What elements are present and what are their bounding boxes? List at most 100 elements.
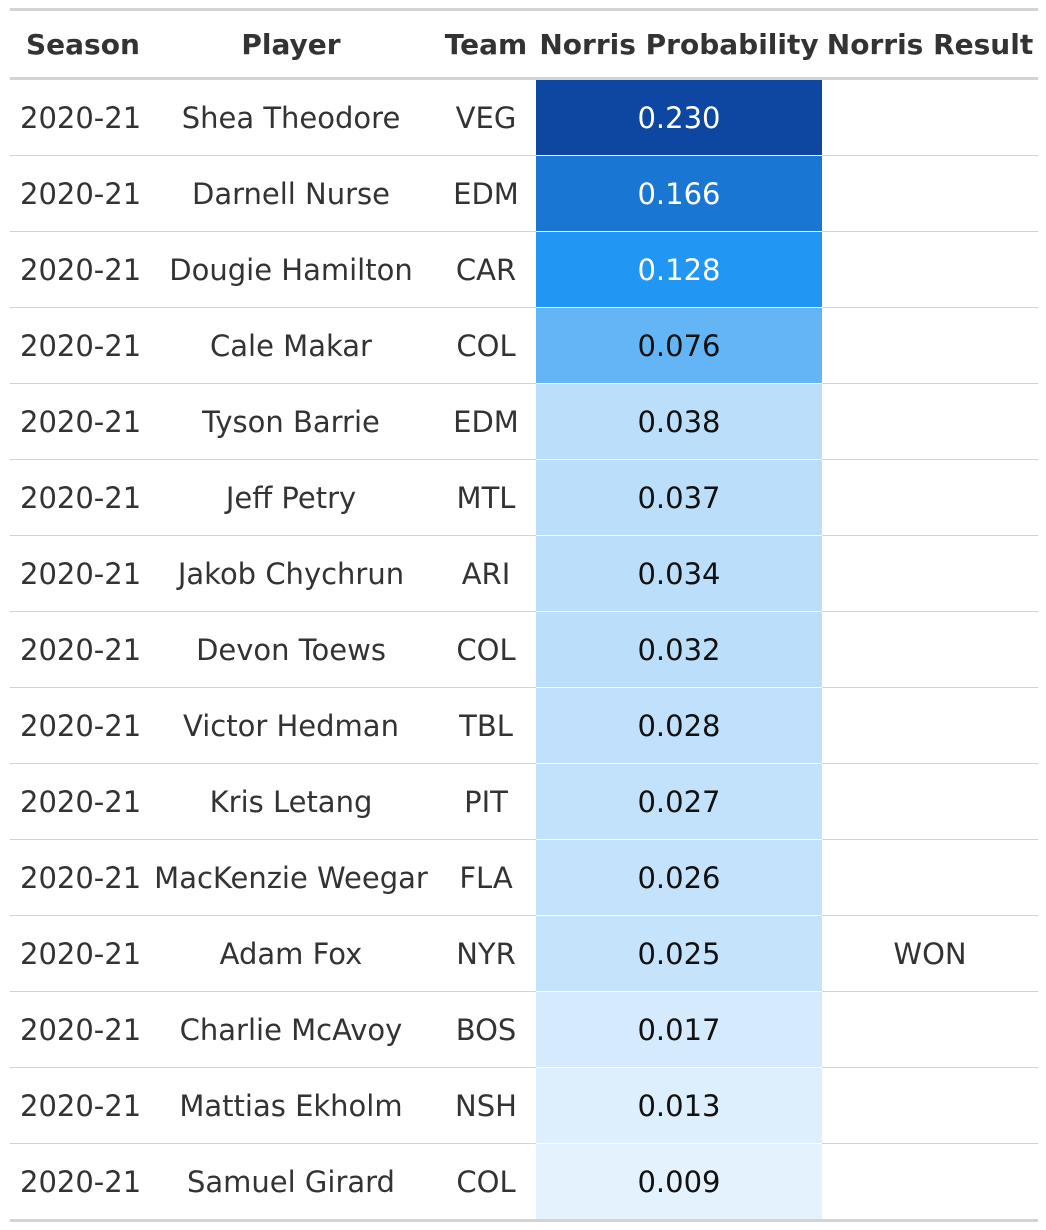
norris-result-cell xyxy=(822,763,1038,840)
team-cell: CAR xyxy=(436,231,536,308)
table-row: 2020-21 Kris Letang PIT 0.027 xyxy=(10,763,1038,840)
player-cell: Victor Hedman xyxy=(146,687,436,764)
player-cell: Darnell Nurse xyxy=(146,155,436,232)
table-row: 2020-21 Darnell Nurse EDM 0.166 xyxy=(10,155,1038,232)
team-cell: MTL xyxy=(436,459,536,536)
season-cell: 2020-21 xyxy=(10,611,146,688)
season-cell: 2020-21 xyxy=(10,1143,146,1221)
norris-result-cell xyxy=(822,307,1038,384)
table-row: 2020-21 Mattias Ekholm NSH 0.013 xyxy=(10,1067,1038,1144)
season-cell: 2020-21 xyxy=(10,991,146,1068)
season-cell: 2020-21 xyxy=(10,231,146,308)
player-cell: MacKenzie Weegar xyxy=(146,839,436,916)
norris-result-cell xyxy=(822,687,1038,764)
player-cell: Adam Fox xyxy=(146,915,436,992)
team-cell: EDM xyxy=(436,383,536,460)
table-row: 2020-21 Adam Fox NYR 0.025 WON xyxy=(10,915,1038,992)
table-row: 2020-21 Jeff Petry MTL 0.037 xyxy=(10,459,1038,536)
player-cell: Devon Toews xyxy=(146,611,436,688)
player-cell: Samuel Girard xyxy=(146,1143,436,1221)
team-cell: COL xyxy=(436,611,536,688)
norris-result-cell xyxy=(822,535,1038,612)
table-header: Season Player Team Norris Probability No… xyxy=(10,9,1038,80)
table-row: 2020-21 MacKenzie Weegar FLA 0.026 xyxy=(10,839,1038,916)
table-row: 2020-21 Cale Makar COL 0.076 xyxy=(10,307,1038,384)
table-row: 2020-21 Victor Hedman TBL 0.028 xyxy=(10,687,1038,764)
norris-probability-cell: 0.038 xyxy=(536,383,822,460)
norris-result-cell xyxy=(822,839,1038,916)
team-cell: NYR xyxy=(436,915,536,992)
table-row: 2020-21 Devon Toews COL 0.032 xyxy=(10,611,1038,688)
table-row: 2020-21 Dougie Hamilton CAR 0.128 xyxy=(10,231,1038,308)
season-cell: 2020-21 xyxy=(10,155,146,232)
column-header-norris-result: Norris Result xyxy=(822,9,1038,80)
season-cell: 2020-21 xyxy=(10,1067,146,1144)
norris-probability-cell: 0.166 xyxy=(536,155,822,232)
norris-probability-table: Season Player Team Norris Probability No… xyxy=(10,8,1038,1222)
norris-probability-cell: 0.013 xyxy=(536,1067,822,1144)
table-body: 2020-21 Shea Theodore VEG 0.230 2020-21 Darne… xyxy=(10,78,1038,1221)
norris-result-cell xyxy=(822,155,1038,232)
norris-result-cell xyxy=(822,1143,1038,1221)
norris-probability-cell: 0.032 xyxy=(536,611,822,688)
table-row: 2020-21 Jakob Chychrun ARI 0.034 xyxy=(10,535,1038,612)
player-cell: Jeff Petry xyxy=(146,459,436,536)
table-row: 2020-21 Tyson Barrie EDM 0.038 xyxy=(10,383,1038,460)
team-cell: BOS xyxy=(436,991,536,1068)
team-cell: VEG xyxy=(455,100,517,135)
norris-table-container: Season Player Team Norris Probability No… xyxy=(10,8,1038,1222)
player-cell: Kris Letang xyxy=(146,763,436,840)
norris-result-cell xyxy=(822,991,1038,1068)
norris-probability-cell: 0.028 xyxy=(536,687,822,764)
team-cell: NSH xyxy=(436,1067,536,1144)
norris-probability-cell: 0.128 xyxy=(536,231,822,308)
season-cell: 2020-21 xyxy=(10,459,146,536)
table-row: 2020-21 Charlie McAvoy BOS 0.017 xyxy=(10,991,1038,1068)
table-row: 2020-21 Shea Theodore VEG 0.230 xyxy=(10,78,1038,156)
norris-result-cell xyxy=(822,383,1038,460)
season-cell: 2020-21 xyxy=(10,839,146,916)
season-cell: 2020-21 xyxy=(10,687,146,764)
column-header-norris-probability: Norris Probability xyxy=(536,9,822,80)
team-cell: COL xyxy=(436,307,536,384)
team-cell: ARI xyxy=(436,535,536,612)
norris-probability-cell: 0.027 xyxy=(536,763,822,840)
norris-probability-cell: 0.017 xyxy=(536,991,822,1068)
norris-result-cell xyxy=(822,1067,1038,1144)
norris-result-cell xyxy=(822,79,1038,156)
team-cell: FLA xyxy=(436,839,536,916)
column-header-player: Player xyxy=(146,9,436,80)
norris-probability-cell: 0.009 xyxy=(536,1143,822,1221)
player-cell: Shea Theodore xyxy=(181,100,401,135)
norris-probability-cell: 0.034 xyxy=(536,535,822,612)
norris-probability-cell: 0.037 xyxy=(536,459,822,536)
season-cell: 2020-21 xyxy=(10,535,146,612)
player-cell: Dougie Hamilton xyxy=(146,231,436,308)
team-cell: COL xyxy=(436,1143,536,1221)
norris-probability-cell: 0.230 xyxy=(536,78,822,156)
season-cell: 2020-21 xyxy=(10,383,146,460)
player-cell: Charlie McAvoy xyxy=(146,991,436,1068)
table-row: 2020-21 Samuel Girard COL 0.009 xyxy=(10,1143,1038,1221)
player-cell: Tyson Barrie xyxy=(146,383,436,460)
player-cell: Cale Makar xyxy=(146,307,436,384)
norris-result-cell xyxy=(822,611,1038,688)
season-cell: 2020-21 xyxy=(10,307,146,384)
norris-result-cell xyxy=(822,459,1038,536)
season-cell: 2020-21 xyxy=(10,763,146,840)
column-header-team: Team xyxy=(436,9,536,80)
norris-probability-cell: 0.026 xyxy=(536,839,822,916)
season-cell: 2020-21 xyxy=(20,100,142,135)
team-cell: EDM xyxy=(436,155,536,232)
norris-result-cell: WON xyxy=(822,915,1038,992)
column-header-season: Season xyxy=(10,9,146,80)
header-row: Season Player Team Norris Probability No… xyxy=(10,9,1038,80)
team-cell: TBL xyxy=(436,687,536,764)
season-cell: 2020-21 xyxy=(10,915,146,992)
norris-result-cell xyxy=(822,231,1038,308)
norris-probability-cell: 0.025 xyxy=(536,915,822,992)
player-cell: Mattias Ekholm xyxy=(146,1067,436,1144)
norris-probability-cell: 0.076 xyxy=(536,307,822,384)
player-cell: Jakob Chychrun xyxy=(146,535,436,612)
team-cell: PIT xyxy=(436,763,536,840)
